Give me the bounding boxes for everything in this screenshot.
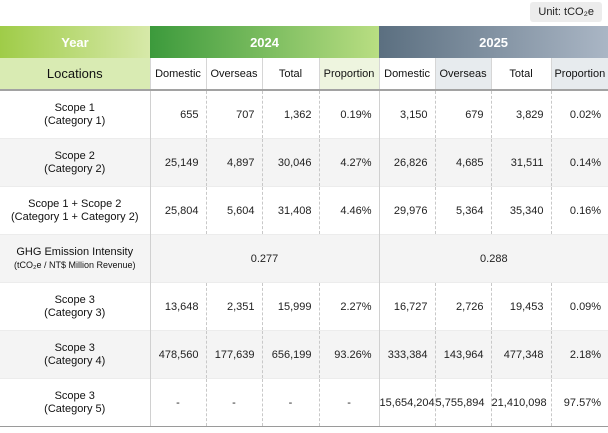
cell-2025-domestic: 26,826 bbox=[378, 138, 436, 187]
col-2025-domestic: Domestic bbox=[378, 58, 436, 90]
cell-2025-total: 31,511 bbox=[490, 138, 552, 187]
cell-2025-proportion: 0.14% bbox=[550, 138, 608, 187]
row-label: Scope 3 (Category 4) bbox=[0, 330, 150, 379]
col-2025-proportion: Proportion bbox=[550, 58, 608, 90]
cell-2024-intensity: 0.277 bbox=[149, 234, 380, 283]
table-row: Scope 3 (Category 3) 13,648 2,351 15,999… bbox=[0, 282, 608, 331]
unit-area: Unit: tCO₂e bbox=[0, 0, 608, 26]
cell-2025-proportion: 2.18% bbox=[550, 330, 608, 379]
table-row: Scope 3 (Category 5) - - - - 15,654,204 … bbox=[0, 378, 608, 427]
cell-2025-total: 35,340 bbox=[490, 186, 552, 235]
cell-2024-domestic: 25,149 bbox=[149, 138, 206, 187]
cell-2024-overseas: 5,604 bbox=[205, 186, 262, 235]
cell-2025-total: 477,348 bbox=[490, 330, 552, 379]
cell-2025-proportion: 0.02% bbox=[550, 90, 608, 139]
cell-2025-total: 19,453 bbox=[490, 282, 552, 331]
cell-2024-overseas: 707 bbox=[205, 90, 262, 139]
cell-2025-overseas: 5,755,894 bbox=[434, 378, 492, 427]
cell-2025-overseas: 143,964 bbox=[434, 330, 492, 379]
row-label: Scope 3 (Category 5) bbox=[0, 378, 150, 427]
cell-2024-overseas: - bbox=[205, 378, 262, 427]
cell-2024-proportion: 2.27% bbox=[318, 282, 380, 331]
cell-2025-proportion: 0.09% bbox=[550, 282, 608, 331]
cell-2025-total: 21,410,098 bbox=[490, 378, 552, 427]
col-2025-overseas: Overseas bbox=[434, 58, 492, 90]
col-2024-proportion: Proportion bbox=[318, 58, 380, 90]
cell-2025-overseas: 2,726 bbox=[434, 282, 492, 331]
row-label: Scope 3 (Category 3) bbox=[0, 282, 150, 331]
emissions-table: Year 2024 2025 Locations Domestic Overse… bbox=[0, 26, 608, 427]
cell-2024-proportion: 4.46% bbox=[318, 186, 380, 235]
table-row-intensity: GHG Emission Intensity (tCO₂e / NT$ Mill… bbox=[0, 234, 608, 283]
table-row: Scope 3 (Category 4) 478,560 177,639 656… bbox=[0, 330, 608, 379]
cell-2025-overseas: 5,364 bbox=[434, 186, 492, 235]
cell-2025-domestic: 15,654,204 bbox=[378, 378, 436, 427]
year-header-row: Year 2024 2025 bbox=[0, 26, 608, 58]
row-label: Scope 1 + Scope 2 (Category 1 + Category… bbox=[0, 186, 150, 235]
cell-2024-domestic: 655 bbox=[149, 90, 206, 139]
year-2024-header: 2024 bbox=[150, 26, 380, 58]
locations-label: Locations bbox=[0, 58, 150, 90]
col-2024-overseas: Overseas bbox=[205, 58, 262, 90]
cell-2024-total: 1,362 bbox=[261, 90, 319, 139]
cell-2024-overseas: 2,351 bbox=[205, 282, 262, 331]
row-label: Scope 2 (Category 2) bbox=[0, 138, 150, 187]
cell-2025-proportion: 97.57% bbox=[550, 378, 608, 427]
cell-2025-intensity: 0.288 bbox=[378, 234, 608, 283]
year-2025-header: 2025 bbox=[379, 26, 608, 58]
cell-2024-proportion: 93.26% bbox=[318, 330, 380, 379]
year-label: Year bbox=[0, 26, 150, 58]
table-row: Scope 1 (Category 1) 655 707 1,362 0.19%… bbox=[0, 90, 608, 139]
table-row: Scope 1 + Scope 2 (Category 1 + Category… bbox=[0, 186, 608, 235]
cell-2024-proportion: 4.27% bbox=[318, 138, 380, 187]
cell-2024-domestic: 478,560 bbox=[149, 330, 206, 379]
cell-2024-overseas: 177,639 bbox=[205, 330, 262, 379]
col-2024-domestic: Domestic bbox=[149, 58, 206, 90]
cell-2024-domestic: - bbox=[149, 378, 206, 427]
cell-2024-proportion: - bbox=[318, 378, 380, 427]
cell-2025-overseas: 4,685 bbox=[434, 138, 492, 187]
cell-2024-overseas: 4,897 bbox=[205, 138, 262, 187]
col-2024-total: Total bbox=[261, 58, 319, 90]
cell-2024-total: 30,046 bbox=[261, 138, 319, 187]
cell-2024-proportion: 0.19% bbox=[318, 90, 380, 139]
cell-2025-total: 3,829 bbox=[490, 90, 552, 139]
table-row: Scope 2 (Category 2) 25,149 4,897 30,046… bbox=[0, 138, 608, 187]
cell-2025-domestic: 16,727 bbox=[378, 282, 436, 331]
cell-2024-total: 15,999 bbox=[261, 282, 319, 331]
row-label: Scope 1 (Category 1) bbox=[44, 101, 106, 127]
column-header-row: Locations Domestic Overseas Total Propor… bbox=[0, 58, 608, 90]
col-2025-total: Total bbox=[490, 58, 552, 90]
cell-2024-total: - bbox=[261, 378, 319, 427]
cell-2024-domestic: 25,804 bbox=[149, 186, 206, 235]
cell-2024-domestic: 13,648 bbox=[149, 282, 206, 331]
unit-badge: Unit: tCO₂e bbox=[530, 2, 602, 22]
cell-2025-proportion: 0.16% bbox=[550, 186, 608, 235]
cell-2024-total: 31,408 bbox=[261, 186, 319, 235]
cell-2025-domestic: 29,976 bbox=[378, 186, 436, 235]
row-label: GHG Emission Intensity (tCO₂e / NT$ Mill… bbox=[0, 234, 150, 283]
cell-2025-domestic: 3,150 bbox=[378, 90, 436, 139]
cell-2025-domestic: 333,384 bbox=[378, 330, 436, 379]
cell-2025-overseas: 679 bbox=[434, 90, 492, 139]
cell-2024-total: 656,199 bbox=[261, 330, 319, 379]
